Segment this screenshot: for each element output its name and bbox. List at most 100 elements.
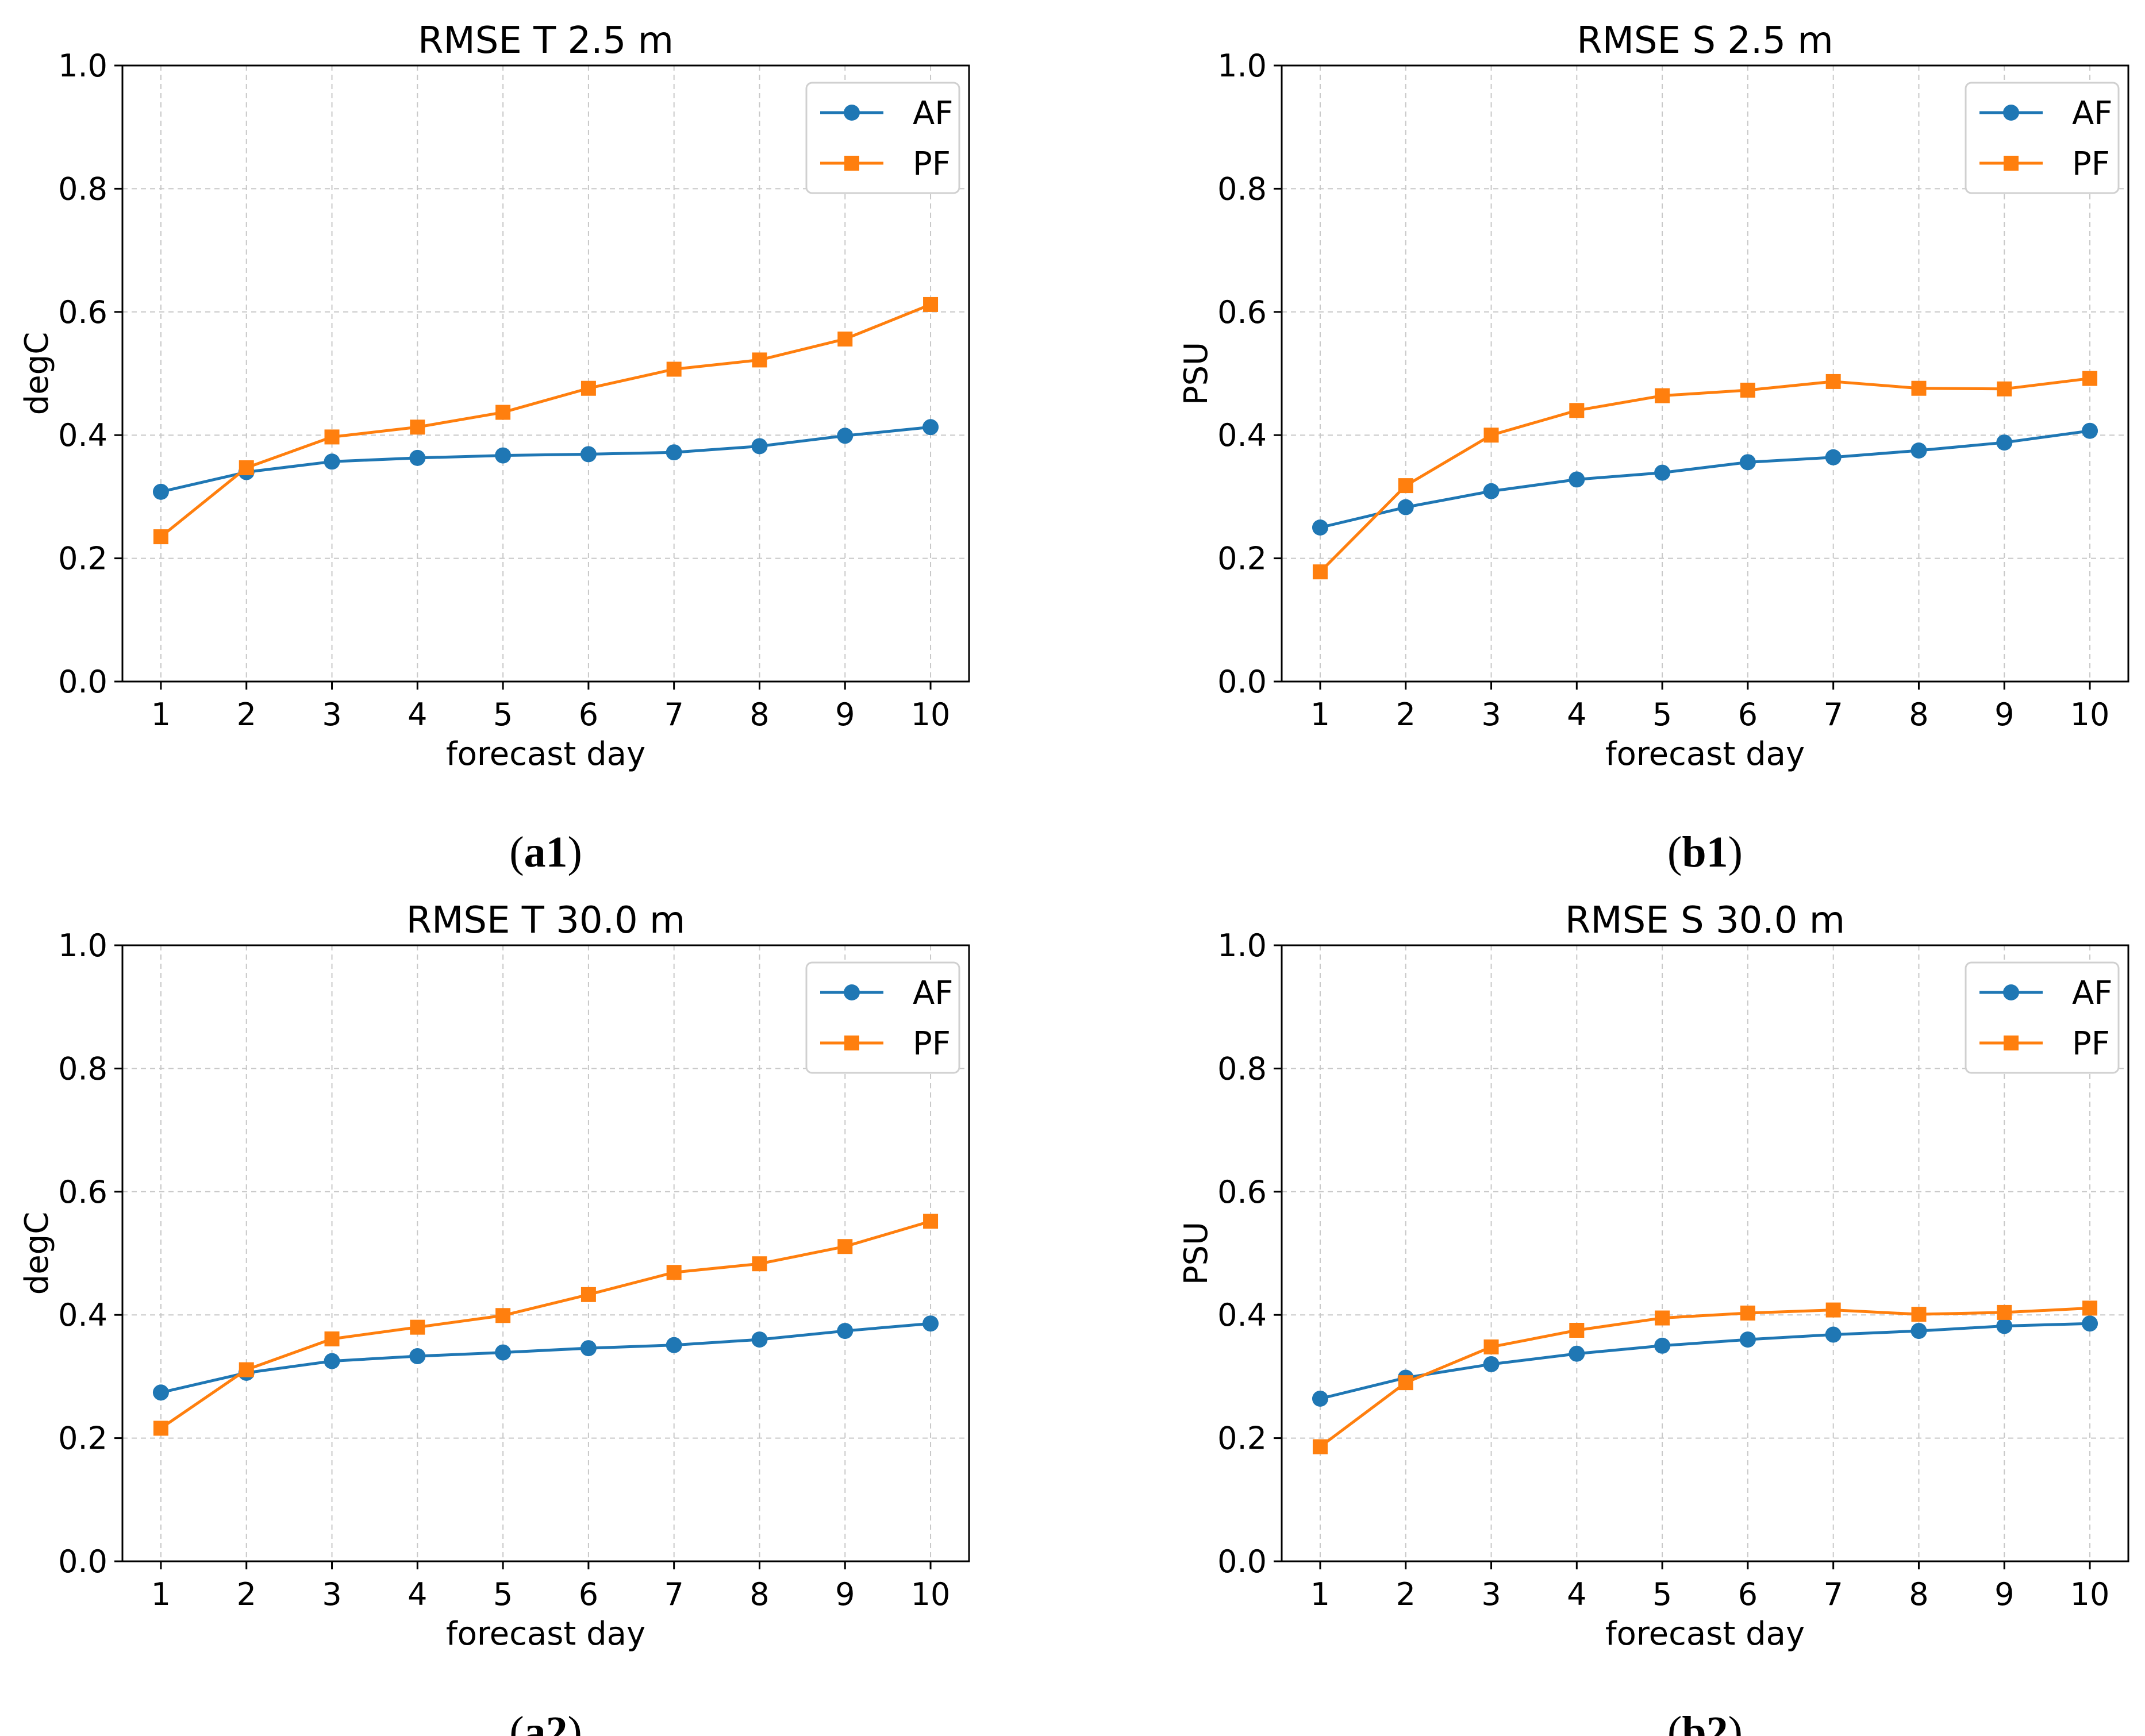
x-tick-label: 3	[1481, 696, 1501, 733]
chart-title: RMSE T 2.5 m	[418, 20, 674, 62]
point-pf	[1483, 1339, 1499, 1354]
sublabel-open: (	[1667, 1708, 1682, 1736]
y-tick-label: 1.0	[58, 48, 107, 84]
x-tick-label: 7	[664, 1576, 684, 1612]
y-tick-label: 0.4	[1217, 417, 1267, 453]
panel-b1: 1 2 3 4 5 6 7 8 9 10 0.0 0.2 0.4 0.6 0.8 1.0 RMSE S 2.5 …	[1178, 20, 2129, 876]
x-tick-label: 10	[2070, 696, 2110, 733]
point-pf	[495, 405, 511, 420]
legend-marker-pf	[844, 156, 859, 171]
point-af	[1483, 1356, 1500, 1372]
y-tick-label: 0.2	[58, 1421, 107, 1457]
x-tick-label: 1	[1310, 696, 1330, 733]
point-pf	[495, 1308, 511, 1323]
series-line-af	[1320, 1322, 2090, 1400]
x-tick-label: 6	[1738, 696, 1758, 733]
sublabel-open: (	[1667, 828, 1682, 876]
subfigure-label: (b2)	[1667, 1708, 1743, 1736]
point-af	[2082, 1315, 2098, 1332]
subfigure-label: (a1)	[509, 828, 582, 876]
sublabel-open: (	[509, 828, 524, 876]
x-tick-label: 3	[1481, 1576, 1501, 1612]
point-pf	[1911, 380, 1927, 396]
legend-marker-af	[844, 105, 860, 121]
panel-a2: 1 2 3 4 5 6 7 8 9 10 0.0 0.2 0.4 0.6 0.8 1.0 RMSE T 30.0…	[18, 899, 970, 1736]
point-af	[1739, 454, 1756, 471]
y-tick-label: 0.4	[58, 1297, 107, 1333]
point-af	[1569, 471, 1585, 488]
y-tick-label: 0.6	[58, 1174, 107, 1210]
point-af	[2082, 422, 2098, 439]
point-pf	[581, 1287, 596, 1302]
point-pf	[1740, 1305, 1755, 1321]
sublabel-close: )	[568, 1708, 582, 1736]
plot-frame	[121, 64, 970, 683]
x-tick-label: 5	[493, 1576, 513, 1612]
point-af	[1996, 434, 2013, 451]
x-tick-label: 8	[749, 696, 769, 733]
point-pf	[1398, 1375, 1413, 1391]
x-tick-label: 6	[1738, 1576, 1758, 1612]
subfigure-label: (b1)	[1667, 828, 1743, 876]
point-af	[324, 453, 340, 470]
y-axis-label: degC	[18, 1212, 56, 1295]
point-pf	[752, 1256, 767, 1272]
point-pf	[1312, 1439, 1328, 1454]
x-tick-label: 6	[579, 1576, 598, 1612]
point-af	[1825, 449, 1842, 465]
x-tick-label: 9	[835, 1576, 855, 1612]
point-pf	[1398, 478, 1413, 494]
point-pf	[239, 1362, 254, 1377]
x-tick-label: 5	[1652, 696, 1672, 733]
x-tick-label: 7	[1824, 1576, 1843, 1612]
x-tick-label: 4	[1567, 696, 1586, 733]
x-tick-label: 3	[322, 696, 341, 733]
point-af	[152, 483, 169, 500]
point-pf	[1569, 403, 1585, 418]
x-axis-label: forecast day	[1605, 736, 1805, 773]
point-pf	[2082, 1300, 2098, 1316]
point-pf	[1911, 1307, 1927, 1322]
y-tick-label: 0.0	[1217, 664, 1267, 700]
x-tick-label: 7	[664, 696, 684, 733]
x-tick-label: 8	[749, 1576, 769, 1612]
x-tick-label: 9	[835, 696, 855, 733]
point-af	[495, 447, 512, 464]
point-pf	[1312, 564, 1328, 580]
sublabel-close: )	[1728, 828, 1743, 876]
legend-marker-af	[2003, 984, 2019, 1000]
x-tick-label: 1	[151, 1576, 171, 1612]
y-tick-label: 0.0	[58, 1543, 107, 1580]
point-af	[409, 1348, 426, 1365]
series-line-af	[160, 1322, 931, 1394]
x-tick-label: 1	[1310, 1576, 1330, 1612]
x-tick-label: 8	[1909, 1576, 1928, 1612]
point-pf	[752, 352, 767, 368]
point-pf	[410, 419, 425, 435]
x-tick-label: 5	[1652, 1576, 1672, 1612]
point-af	[1910, 442, 1927, 459]
series-line-af	[1320, 429, 2090, 529]
y-tick-label: 1.0	[1217, 927, 1267, 964]
point-pf	[1483, 428, 1499, 443]
legend-label-af: AF	[2072, 975, 2113, 1012]
x-tick-label: 9	[1994, 1576, 2014, 1612]
x-tick-label: 2	[1396, 696, 1416, 733]
y-tick-label: 0.8	[1217, 171, 1267, 207]
x-tick-label: 2	[237, 696, 256, 733]
point-pf	[1997, 381, 2012, 397]
point-af	[837, 1323, 854, 1339]
point-af	[580, 446, 597, 463]
point-af	[922, 1315, 939, 1332]
point-pf	[1569, 1323, 1585, 1338]
point-af	[1739, 1331, 1756, 1348]
x-tick-label: 4	[408, 696, 427, 733]
x-tick-label: 7	[1824, 696, 1843, 733]
y-tick-label: 0.6	[1217, 1174, 1267, 1210]
panel-a1: 1 2 3 4 5 6 7 8 9 10 0.0 0.2 0.4 0.6 0.8 1.0 RMSE T 2.5 …	[18, 20, 970, 876]
point-pf	[239, 460, 254, 476]
legend-marker-pf	[2004, 156, 2019, 171]
series-line-af	[160, 425, 931, 494]
y-tick-label: 0.6	[1217, 294, 1267, 330]
point-af	[1397, 499, 1414, 515]
